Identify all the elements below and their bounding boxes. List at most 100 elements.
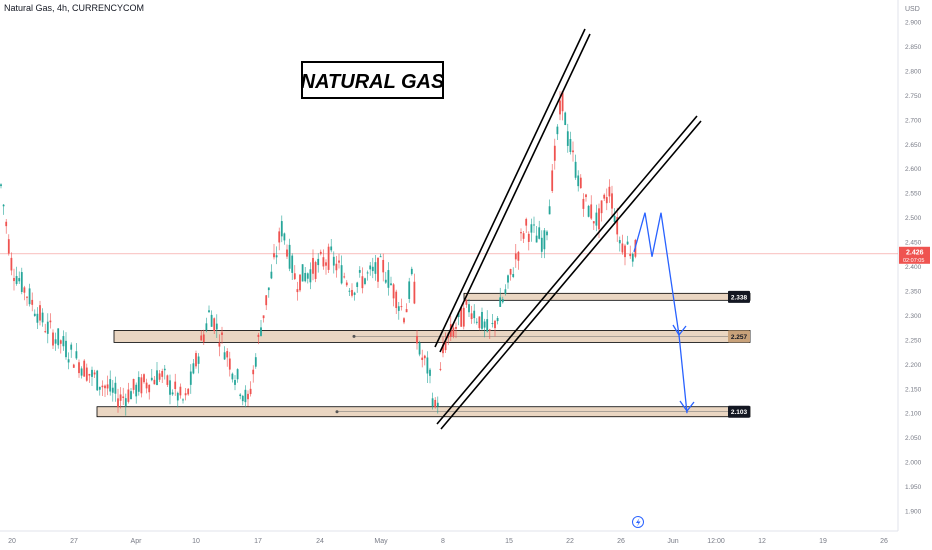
price-tick-label: 2.700 xyxy=(905,117,922,124)
candle-body xyxy=(70,344,73,350)
candle-body xyxy=(104,385,106,389)
candle-body xyxy=(10,257,13,271)
candle-body xyxy=(96,370,99,391)
candle-body xyxy=(462,307,465,327)
candle-body xyxy=(553,145,556,161)
candle-body xyxy=(369,265,372,270)
candle-body xyxy=(434,399,437,408)
candle-body xyxy=(418,342,421,355)
candle-body xyxy=(530,224,533,233)
candle-body xyxy=(312,257,314,274)
candle-body xyxy=(260,327,262,336)
candle-body xyxy=(343,276,346,278)
candle-body xyxy=(7,239,10,254)
candle-body xyxy=(205,323,208,331)
candle-body xyxy=(535,235,538,243)
candle-body xyxy=(210,314,213,327)
candle-body xyxy=(488,329,491,331)
price-tick-label: 2.500 xyxy=(905,215,922,222)
candle-body xyxy=(501,299,504,303)
candle-body xyxy=(296,289,299,293)
candle-body xyxy=(52,332,54,346)
candle-body xyxy=(626,241,629,245)
candle-body xyxy=(520,232,522,234)
candle-body xyxy=(559,100,561,115)
candle-body xyxy=(374,262,377,274)
time-axis-labels: 20 27 Apr 10 17 24 May 8 15 22 26 Jun 12:00 12 19 26 xyxy=(8,538,888,545)
candle-body xyxy=(41,312,44,323)
candle-body xyxy=(244,389,247,403)
candle-body xyxy=(137,377,140,392)
candle-body xyxy=(223,352,226,360)
candle-body xyxy=(304,272,307,282)
candle-body xyxy=(169,380,171,395)
time-tick-label: Jun xyxy=(667,538,678,545)
candle-body xyxy=(145,382,148,389)
candle-body xyxy=(85,367,88,381)
price-tick-label: 2.800 xyxy=(905,68,922,75)
candle-body xyxy=(408,281,411,299)
support-zone-2.338 xyxy=(463,292,751,301)
candle-body xyxy=(72,364,75,368)
trend-channel-line xyxy=(439,33,591,353)
candle-body xyxy=(26,296,28,298)
candle-body xyxy=(358,270,361,273)
candle-body xyxy=(130,391,132,400)
time-tick-label: 19 xyxy=(819,538,827,545)
price-tick-label: 2.350 xyxy=(905,288,922,295)
candle-body xyxy=(452,327,455,337)
time-tick-label: 15 xyxy=(505,538,513,545)
candle-body xyxy=(202,334,205,342)
candle-body xyxy=(590,204,593,219)
annotation-box[interactable] xyxy=(301,61,444,99)
price-badges: 2.338 2.257 2.103 2.426 02:07:05 xyxy=(728,246,930,418)
candle-body xyxy=(325,262,327,266)
zone-anchor-dot xyxy=(352,334,356,338)
candle-body xyxy=(187,388,190,395)
projection-path xyxy=(633,212,688,414)
candle-body xyxy=(527,233,530,242)
candle-body xyxy=(200,335,203,341)
candle-body xyxy=(163,368,166,371)
price-axis-labels: 2.900 2.850 2.800 2.750 2.700 2.650 2.600 2.550… xyxy=(905,20,922,516)
candle-body xyxy=(616,217,619,235)
candle-body xyxy=(49,320,52,323)
currency-label: USD xyxy=(905,6,920,13)
candle-body xyxy=(218,342,221,347)
candle-body xyxy=(327,246,330,270)
lightning-icon[interactable] xyxy=(632,516,644,528)
time-tick-label: 17 xyxy=(254,538,262,545)
candle-body xyxy=(353,292,356,295)
price-tick-label: 2.000 xyxy=(905,460,922,467)
candle-body xyxy=(577,175,580,187)
candle-body xyxy=(124,398,127,406)
candle-body xyxy=(273,253,275,258)
candle-body xyxy=(143,374,145,383)
candle-body xyxy=(543,230,546,250)
candle-body xyxy=(613,215,616,222)
time-tick-label: 22 xyxy=(566,538,574,545)
candle-body xyxy=(397,306,400,311)
candle-body xyxy=(59,340,62,344)
candle-body xyxy=(44,331,47,333)
candle-body xyxy=(478,316,481,329)
price-tick-label: 2.650 xyxy=(905,142,922,149)
projection-layer xyxy=(633,212,695,414)
candle-body xyxy=(533,224,535,226)
candle-body xyxy=(322,257,325,267)
time-tick-label: 12 xyxy=(758,538,766,545)
candle-body xyxy=(309,269,312,283)
candle-body xyxy=(525,218,528,226)
candle-body xyxy=(275,255,278,258)
candle-body xyxy=(228,358,231,370)
candle-body xyxy=(135,384,138,397)
candle-body xyxy=(491,323,494,325)
candle-body xyxy=(36,313,39,323)
candle-body xyxy=(455,326,457,329)
candle-body xyxy=(23,287,26,293)
candle-body xyxy=(101,385,104,388)
level-badge-label: 2.103 xyxy=(731,409,748,416)
candle-body xyxy=(631,253,634,262)
